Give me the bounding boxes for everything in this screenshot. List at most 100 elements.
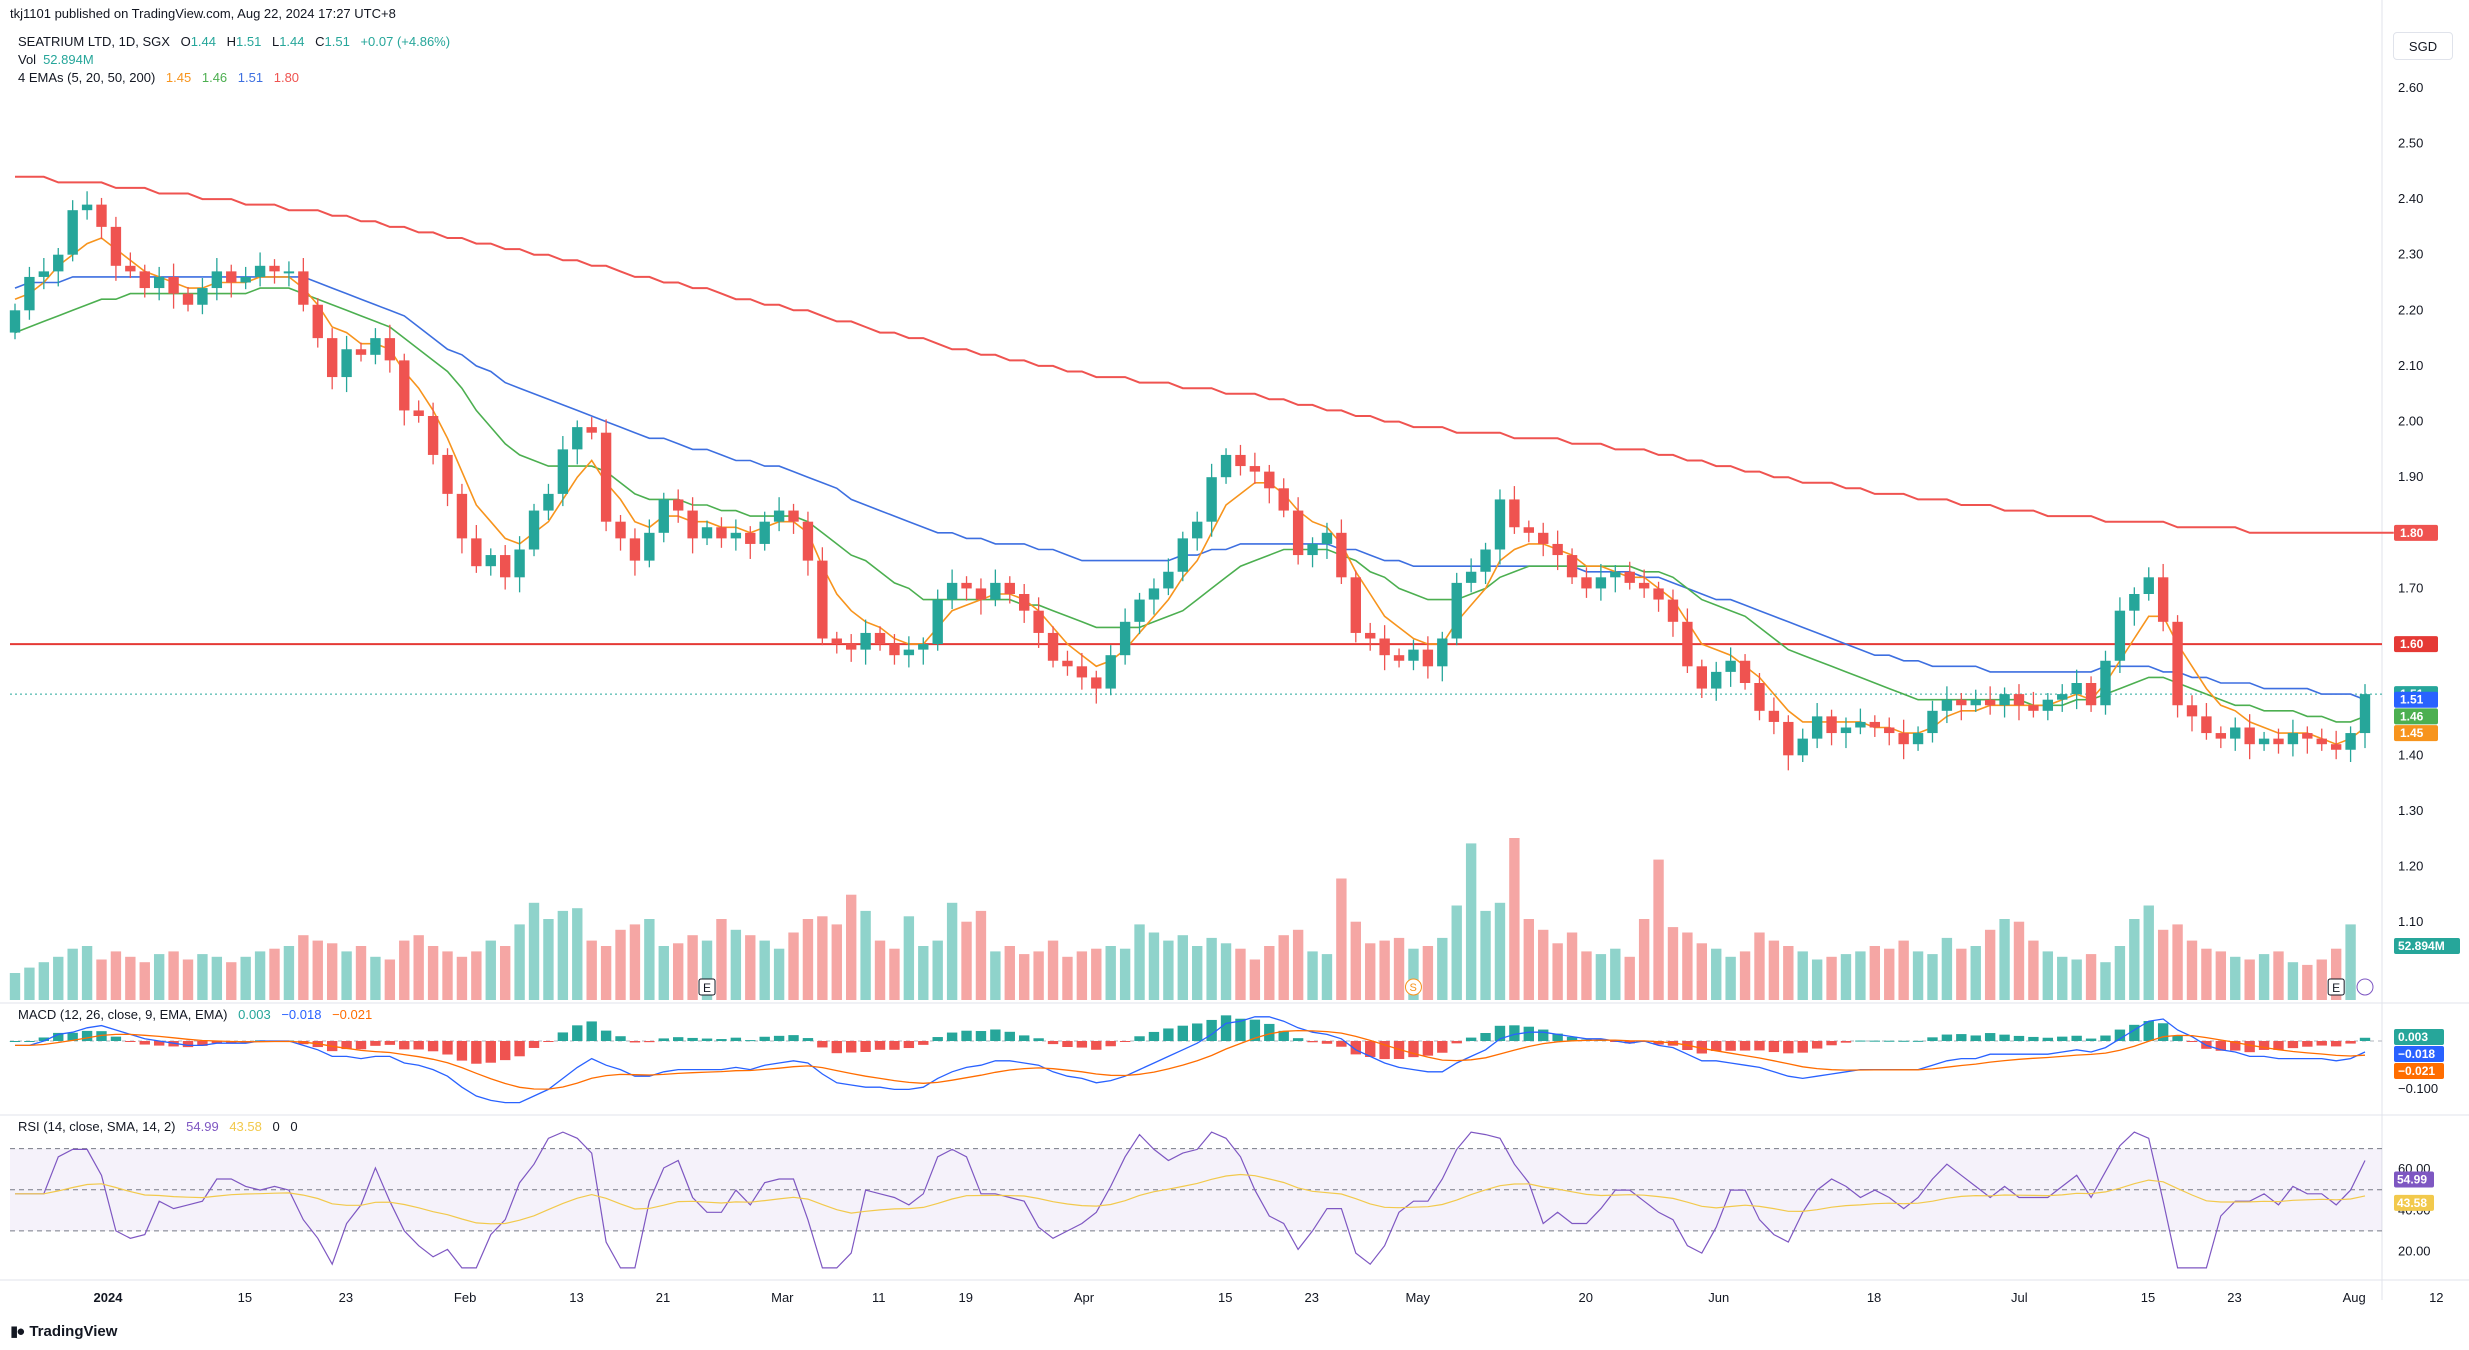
high-value: 1.51	[236, 34, 262, 49]
macd-histogram-bar	[903, 1041, 915, 1049]
candle-body	[1134, 599, 1145, 622]
volume-bar	[2302, 964, 2313, 1000]
ema50-value: 1.51	[237, 70, 264, 85]
time-axis-label: Apr	[1074, 1290, 1095, 1305]
macd-label[interactable]: MACD (12, 26, close, 9, EMA, EMA)	[18, 1007, 228, 1022]
volume-bar	[1624, 956, 1635, 1000]
volume-bar	[312, 940, 323, 1000]
candle-body	[1523, 527, 1534, 533]
macd-histogram-bar	[1437, 1041, 1448, 1053]
macd-histogram-bar	[1711, 1041, 1722, 1051]
macd-histogram-bar	[1783, 1041, 1794, 1054]
low-value: 1.44	[279, 34, 305, 49]
volume-bar	[788, 932, 799, 1000]
macd-histogram-bar	[1292, 1038, 1304, 1041]
candle-body	[586, 427, 597, 433]
rsi-label[interactable]: RSI (14, close, SMA, 14, 2)	[18, 1119, 176, 1134]
candle-body	[2143, 577, 2154, 594]
volume-bar	[24, 967, 35, 1000]
candle-body	[1566, 555, 1578, 578]
volume-bar	[629, 924, 641, 1000]
volume-bar	[1768, 940, 1780, 1000]
volume-bar	[1667, 927, 1679, 1000]
macd-histogram-bar	[1278, 1030, 1289, 1041]
volume-bar	[1163, 940, 1174, 1000]
macd-histogram-bar	[1653, 1041, 1664, 1045]
macd-histogram-bar	[1019, 1035, 1030, 1041]
macd-histogram-bar	[629, 1041, 641, 1043]
candle-body	[2100, 660, 2111, 706]
volume-bar	[1682, 932, 1693, 1000]
macd-histogram-bar	[1033, 1038, 1044, 1041]
volume-label[interactable]: Vol	[18, 52, 37, 67]
volume-bar	[1437, 937, 1448, 1000]
volume-bar	[2258, 954, 2270, 1000]
candle-body	[2258, 738, 2270, 745]
symbol-name[interactable]: SEATRIUM LTD, 1D, SGX	[18, 34, 170, 49]
candle-body	[1999, 694, 2010, 706]
ema5-line	[14, 237, 2366, 746]
ema-label[interactable]: 4 EMAs (5, 20, 50, 200)	[18, 70, 156, 85]
macd-histogram-bar	[2172, 1035, 2183, 1041]
candle-body	[860, 632, 871, 650]
price-axis-badge	[2394, 725, 2438, 742]
candle-body	[990, 582, 1001, 600]
volume-bar	[687, 935, 698, 1000]
tradingview-logo[interactable]: ▮● TradingView	[10, 1322, 117, 1341]
candle-body	[615, 521, 626, 539]
volume-bar	[326, 943, 338, 1000]
candle-body	[817, 560, 828, 639]
candle-body	[874, 632, 886, 645]
time-axis-label: 19	[959, 1290, 973, 1305]
macd-histogram-bar	[846, 1041, 857, 1053]
volume-bar	[1696, 943, 1707, 1000]
volume-bar	[96, 959, 107, 1000]
candle-body	[2013, 694, 2025, 706]
volume-bar	[2186, 940, 2198, 1000]
candle-body	[1941, 699, 1953, 711]
volume-bar	[2215, 951, 2227, 1000]
macd-histogram-bar	[1970, 1035, 1981, 1041]
candle-body	[1148, 588, 1160, 600]
candle-body	[1552, 543, 1563, 556]
macd-histogram-bar	[600, 1030, 612, 1041]
macd-histogram-bar	[1148, 1031, 1160, 1041]
candle-body	[2215, 733, 2227, 739]
candle-body	[903, 649, 915, 656]
volume-bar	[1855, 951, 1866, 1000]
macd-histogram-bar	[514, 1041, 525, 1057]
candle-body	[283, 271, 295, 274]
volume-bar	[889, 948, 900, 1000]
volume-bar	[557, 910, 569, 1000]
candle-body	[1538, 532, 1549, 544]
candle-body	[2287, 733, 2299, 745]
volume-bar	[1595, 954, 1607, 1000]
volume-bar	[269, 948, 280, 1000]
currency-button[interactable]: SGD	[2393, 32, 2453, 60]
volume-bar	[2071, 959, 2082, 1000]
candle-body	[716, 527, 727, 539]
time-axis-label: Mar	[771, 1290, 794, 1305]
macd-histogram-bar	[889, 1041, 900, 1050]
volume-bar	[1480, 910, 1491, 1000]
macd-histogram-bar	[1119, 1041, 1131, 1042]
candle-body	[153, 276, 165, 289]
volume-bar	[182, 959, 194, 1000]
candle-body	[932, 599, 943, 645]
volume-bar	[759, 940, 770, 1000]
volume-bar	[1984, 929, 1996, 1000]
volume-bar	[1220, 943, 1232, 1000]
candle-body	[1811, 716, 1823, 739]
volume-bar	[1523, 919, 1534, 1000]
volume-bar	[2244, 959, 2255, 1000]
macd-histogram-bar	[1941, 1034, 1953, 1041]
macd-histogram-bar	[1956, 1034, 1967, 1041]
rsi-tick-label: 20.00	[2398, 1243, 2431, 1258]
time-axis-label: Jun	[1708, 1290, 1729, 1305]
macd-histogram-bar	[1004, 1031, 1015, 1041]
candle-body	[53, 254, 64, 272]
volume-bar	[2316, 959, 2327, 1000]
candle-body	[1235, 454, 1246, 467]
volume-bar	[2013, 921, 2025, 1000]
